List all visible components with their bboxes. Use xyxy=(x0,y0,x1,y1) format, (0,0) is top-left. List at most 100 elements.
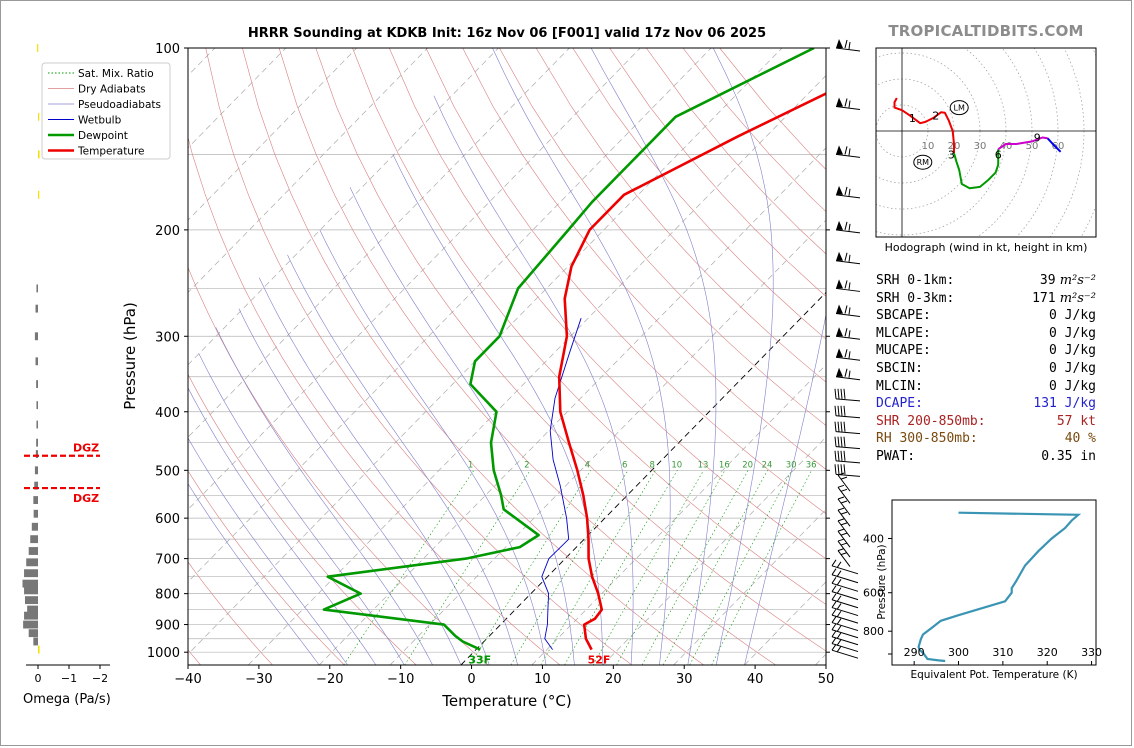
parameter-label: DCAPE: xyxy=(876,396,923,412)
wind-barb-feather xyxy=(834,436,837,447)
omega-bar xyxy=(35,450,38,459)
wind-barb-feather xyxy=(836,570,842,577)
wind-barb-feather xyxy=(848,282,851,290)
dry-adiabat-line xyxy=(242,48,704,665)
y-tick-label: 500 xyxy=(155,464,180,479)
wind-barb-feather xyxy=(836,632,842,640)
wind-barb xyxy=(835,335,861,340)
y-tick-label: 700 xyxy=(155,553,180,568)
x-tick-label: 10 xyxy=(534,672,551,687)
parameter-value-number: 0 J/kg xyxy=(1049,308,1096,324)
isotherm-line xyxy=(673,509,826,665)
parameter-label: SRH 0-1km: xyxy=(876,273,955,288)
parameter-row: SRH 0-3km: 171 m²s⁻² xyxy=(876,290,1096,308)
parameter-row: MLCAPE: 0 J/kg xyxy=(876,325,1096,343)
brand-watermark: TROPICALTIDBITS.COM xyxy=(888,22,1084,40)
mixing-ratio-line xyxy=(616,470,726,665)
wind-barb-feather xyxy=(848,41,851,50)
storm-motion-marker xyxy=(913,154,933,170)
wind-barb-feather xyxy=(848,223,851,231)
mixing-ratio-label: 4 xyxy=(585,460,590,470)
wind-barb-feather xyxy=(844,186,848,195)
wind-barb-feather xyxy=(840,450,843,461)
y-tick-label: 200 xyxy=(155,224,180,239)
wind-barb xyxy=(835,376,861,381)
storm-motion-label: RM xyxy=(917,158,930,167)
y-tick-label: 600 xyxy=(155,512,180,527)
wind-barb-feather xyxy=(831,623,837,631)
parameter-label: MLCAPE: xyxy=(876,325,931,341)
wind-barb xyxy=(835,106,861,111)
parameter-row: PWAT: 0.35 in xyxy=(876,448,1096,466)
wind-barb-feather xyxy=(848,254,851,262)
hodograph-trace xyxy=(893,97,955,154)
wind-barb-feather xyxy=(837,464,840,475)
omega-bar xyxy=(31,522,38,531)
parameter-label: PWAT: xyxy=(876,448,916,464)
dry-adiabat-line xyxy=(188,266,489,665)
dry-adiabat-line xyxy=(572,48,826,340)
dgz-label: DGZ xyxy=(73,442,99,455)
y-tick-label: 1000 xyxy=(147,646,180,661)
parameter-value: 0 J/kg xyxy=(1049,378,1096,396)
wind-barb-feather xyxy=(836,618,842,625)
theta-e-x-tick-label: 300 xyxy=(948,646,969,659)
omega-bar xyxy=(28,547,38,555)
wind-barb xyxy=(835,312,861,317)
dry-adiabat-line xyxy=(425,48,826,515)
wind-barb xyxy=(837,487,851,504)
wind-barb-flag xyxy=(836,327,843,337)
isotherm-line xyxy=(248,74,826,665)
wind-barb xyxy=(831,614,859,624)
mixing-ratio-line xyxy=(641,470,749,665)
y-tick-label: 800 xyxy=(155,588,180,603)
hodograph-caption: Hodograph (wind in kt, height in km) xyxy=(884,241,1088,254)
wind-barb xyxy=(831,574,859,584)
wind-barb-feather xyxy=(848,370,851,378)
wind-barb-flag xyxy=(836,220,843,230)
isotherm-line xyxy=(188,48,570,438)
mixing-ratio-label: 8 xyxy=(649,460,654,470)
omega-bar xyxy=(37,44,39,52)
x-tick-label: 30 xyxy=(676,672,693,687)
wind-barb xyxy=(835,194,861,199)
wind-barb-feather xyxy=(837,421,840,432)
wind-barb xyxy=(831,643,859,653)
legend-dewpoint: Dewpoint xyxy=(78,130,128,142)
parameter-value-number: 131 J/kg xyxy=(1033,396,1096,412)
storm-motion-marker xyxy=(949,100,969,116)
wind-barb xyxy=(831,591,859,601)
wind-barb-feather xyxy=(848,188,851,196)
wind-barb-feather xyxy=(843,388,846,399)
theta-e-x-tick-label: 320 xyxy=(1037,646,1058,659)
wind-barb-feather xyxy=(840,421,843,432)
omega-bar xyxy=(38,150,40,159)
wind-barb-feather xyxy=(848,351,851,359)
dgz-label: DGZ xyxy=(73,492,99,505)
wind-barb-feather xyxy=(844,39,848,49)
mixing-ratio-line xyxy=(689,470,792,665)
mixing-ratio-line xyxy=(540,470,656,665)
mixing-ratio-line xyxy=(469,470,591,665)
wind-barb-feather xyxy=(836,625,842,633)
legend-temperature: Temperature xyxy=(77,146,145,158)
parameter-value: 171 m²s⁻² xyxy=(1032,290,1096,308)
wind-barb xyxy=(831,582,859,592)
wind-barb xyxy=(835,431,861,435)
wind-barb-feather xyxy=(836,645,842,653)
omega-bar xyxy=(33,509,38,518)
omega-bar xyxy=(34,332,38,341)
dry-adiabat-line xyxy=(278,48,776,665)
wind-barb-feather xyxy=(831,577,837,584)
wind-barb-feather xyxy=(836,639,842,646)
parameter-label: MLCIN: xyxy=(876,378,923,394)
parameter-row: MUCAPE: 0 J/kg xyxy=(876,342,1096,360)
wind-barb xyxy=(831,622,859,632)
legend-wetbulb: Wetbulb xyxy=(78,115,122,127)
mixing-ratio-line xyxy=(662,470,768,665)
mixing-ratio-line xyxy=(711,470,812,665)
wind-barb xyxy=(835,229,861,234)
dry-adiabat-line xyxy=(499,48,826,426)
omega-bar xyxy=(24,569,38,578)
isotherm-line xyxy=(188,48,499,366)
